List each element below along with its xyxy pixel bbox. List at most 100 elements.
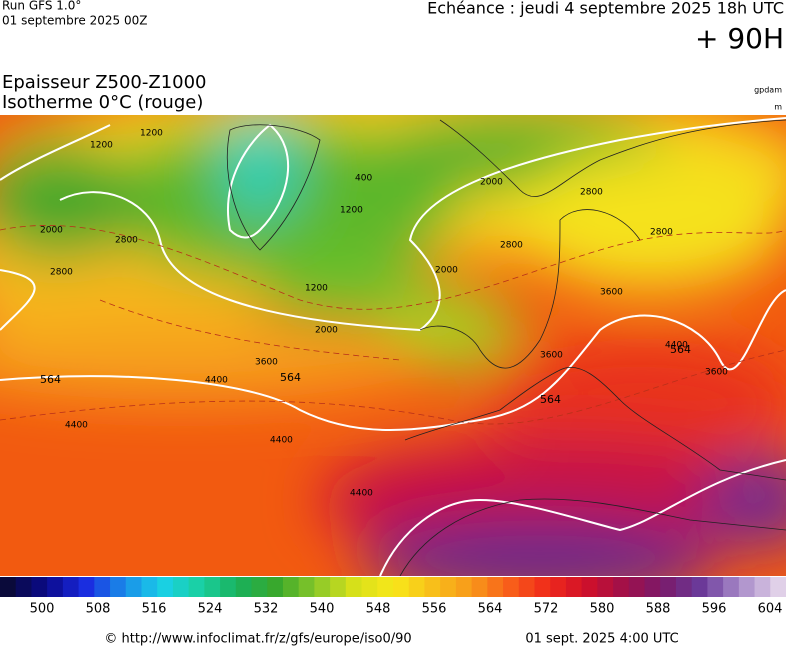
colorbar-swatch (503, 577, 520, 597)
colorbar-swatch (235, 577, 253, 597)
contour-label: 2000 (315, 326, 338, 336)
colorbar-swatch (660, 577, 677, 597)
colorbar-label: 516 (142, 602, 167, 617)
colorbar-swatch (110, 577, 127, 597)
colorbar-swatch (393, 577, 410, 597)
colorbar-label: 572 (534, 602, 559, 617)
colorbar-swatch (738, 577, 756, 597)
contour-label: 1200 (90, 141, 113, 151)
colorbar-swatch (204, 577, 221, 597)
colorbar-swatch (31, 577, 48, 597)
contour-label: 4400 (350, 489, 373, 499)
contour-label: 4400 (205, 376, 228, 386)
colorbar-swatch (455, 577, 473, 597)
colorbar-swatch (408, 577, 425, 597)
contour-label: 2800 (500, 241, 523, 251)
lead-time: + 90H (695, 22, 784, 55)
footer-issued: 01 sept. 2025 4:00 UTC (525, 632, 678, 647)
colorbar-label: 556 (422, 602, 447, 617)
colorbar-label: 604 (758, 602, 783, 617)
colorbar-swatch (613, 577, 630, 597)
contour-label: 2000 (435, 266, 458, 276)
colorbar-label: 564 (478, 602, 503, 617)
contour-label: 2800 (115, 236, 138, 246)
colorbar-swatch (251, 577, 268, 597)
colorbar-swatch (707, 577, 724, 597)
colorbar-swatch (361, 577, 378, 597)
colorbar-swatch (565, 577, 583, 597)
colorbar-swatch (78, 577, 95, 597)
valid-time: Echéance : jeudi 4 septembre 2025 18h UT… (427, 0, 784, 18)
colorbar-swatch (141, 577, 158, 597)
unit-height: m (774, 103, 782, 112)
colorbar-swatch (723, 577, 740, 597)
colorbar-swatch (220, 577, 237, 597)
colorbar-swatch (550, 577, 567, 597)
coastlines (226, 119, 786, 576)
contour-label: 3600 (540, 351, 563, 361)
unit-thickness: gpdam (754, 86, 782, 95)
contour-label: 564 (40, 373, 61, 386)
colorbar-swatch (282, 577, 300, 597)
contour-564 (0, 117, 786, 576)
colorbar-swatch (94, 577, 111, 597)
colorbar-swatch (47, 577, 64, 597)
contour-label: 3600 (705, 368, 728, 378)
colorbar-swatch (644, 577, 661, 597)
colorbar-label: 500 (30, 602, 55, 617)
contour-label: 2000 (40, 226, 63, 236)
colorbar-swatch (15, 577, 32, 597)
contour-label: 400 (355, 174, 372, 184)
contour-labels: 1200 1200 2000 2800 2800 400 1200 2000 2800 2800 2… (40, 129, 728, 499)
colorbar-swatch (157, 577, 174, 597)
colorbar-label: 596 (702, 602, 727, 617)
contour-label: 2000 (480, 178, 503, 188)
colorbar-swatch (172, 577, 190, 597)
contour-label: 2800 (580, 188, 603, 198)
contour-label: 2800 (50, 268, 73, 278)
contour-label: 564 (540, 393, 561, 406)
contour-label: 2800 (650, 228, 673, 238)
colorbar-label: 532 (254, 602, 279, 617)
colorbar-swatch (0, 577, 17, 597)
colorbar-swatch (691, 577, 708, 597)
colorbar-label: 580 (590, 602, 615, 617)
colorbar-swatch (628, 577, 646, 597)
colorbar-swatch (675, 577, 693, 597)
colorbar-swatch (298, 577, 315, 597)
map: 1200 1200 2000 2800 2800 400 1200 2000 2800 2800 2… (0, 115, 786, 576)
colorbar-swatch (440, 577, 457, 597)
colorbar-label: 508 (86, 602, 111, 617)
colorbar-swatch (770, 577, 786, 597)
colorbar-swatch (188, 577, 205, 597)
colorbar-swatch (345, 577, 363, 597)
model: Run GFS 1.0° (2, 0, 81, 13)
title-line1: Epaisseur Z500-Z1000 (2, 72, 207, 93)
colorbar-swatch (487, 577, 504, 597)
isotherm-0c (0, 225, 786, 425)
colorbar-swatch (581, 577, 598, 597)
colorbar-label: 588 (646, 602, 671, 617)
title-line2: Isotherme 0°C (rouge) (2, 92, 203, 113)
contour-label: 4400 (270, 436, 293, 446)
colorbar-swatch (330, 577, 347, 597)
colorbar-swatch (534, 577, 551, 597)
colorbar-swatch (424, 577, 441, 597)
contour-label: 564 (670, 343, 691, 356)
colorbar: 500 508 516 524 532 540 548 556 564 572 580 588 596 6… (0, 577, 786, 617)
colorbar-swatch (597, 577, 614, 597)
contour-label: 4400 (665, 341, 688, 351)
colorbar-swatch (314, 577, 331, 597)
contour-label: 4400 (65, 421, 88, 431)
colorbar-swatch (518, 577, 535, 597)
colorbar-swatch (267, 577, 284, 597)
contour-label: 1200 (305, 284, 328, 294)
colorbar-swatch (471, 577, 488, 597)
colorbar-swatch (125, 577, 142, 597)
colorbar-label: 524 (198, 602, 223, 617)
colorbar-swatch (754, 577, 771, 597)
contour-label: 1200 (340, 206, 363, 216)
contour-label: 3600 (600, 288, 623, 298)
colorbar-label: 540 (310, 602, 335, 617)
